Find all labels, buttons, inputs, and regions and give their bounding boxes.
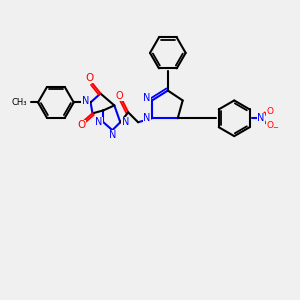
Text: O: O — [266, 121, 273, 130]
Text: N: N — [82, 97, 89, 106]
Text: O: O — [85, 73, 94, 83]
Text: O: O — [77, 120, 86, 130]
Text: N: N — [143, 113, 151, 123]
Text: N: N — [109, 130, 116, 140]
Text: N: N — [257, 113, 265, 123]
Text: N: N — [95, 117, 102, 127]
Text: CH₃: CH₃ — [12, 98, 27, 107]
Text: O: O — [116, 91, 123, 100]
Text: −: − — [272, 125, 278, 131]
Text: N: N — [143, 94, 151, 103]
Text: O: O — [266, 107, 273, 116]
Text: N: N — [122, 117, 129, 127]
